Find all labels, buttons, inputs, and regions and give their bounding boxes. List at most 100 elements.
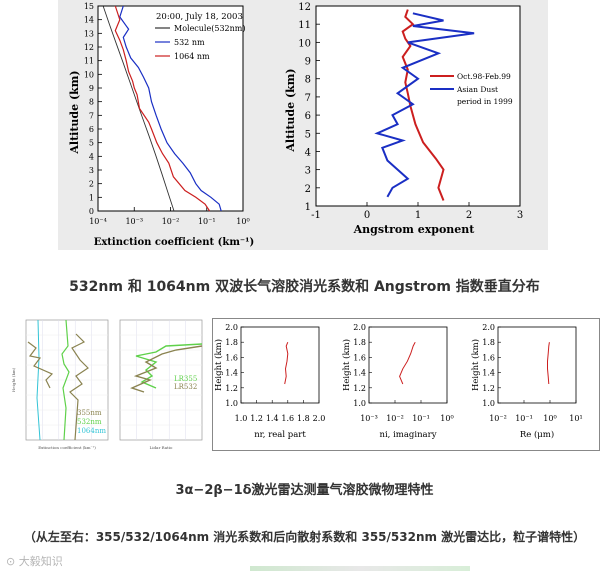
ytick-label: 1.2 <box>482 384 495 393</box>
a-legend-label: 1064 nm <box>174 52 210 61</box>
ytick-label: 1.8 <box>353 338 366 347</box>
bottom-left-svg: 355nm 532nm 1064nm Extinction coefficien… <box>11 319 203 450</box>
panel-xlabel: nr, real part <box>254 430 306 440</box>
a-series-line-1 <box>119 5 222 212</box>
ytick-label: 1.4 <box>482 369 495 378</box>
xtick-label: 10⁻³ <box>360 414 378 423</box>
series-532nm-line <box>61 319 70 441</box>
a-xtick-label: 10⁰ <box>236 217 249 226</box>
series-355nm-line <box>69 333 89 441</box>
legend-lr532: LR532 <box>174 383 197 391</box>
panel-xlabel: Re (μm) <box>520 429 554 440</box>
ytick-label: 1.0 <box>353 399 366 408</box>
a-ytick-label: 7 <box>89 111 94 120</box>
a-ytick-label: 11 <box>84 57 94 66</box>
extinction-chart-xlabel: Extinction coefficient (km⁻¹) <box>94 237 255 248</box>
a-ytick-label: 3 <box>89 166 94 175</box>
xtick-label: 10⁰ <box>440 414 453 423</box>
ytick-label: 1.6 <box>353 353 366 362</box>
a-ytick-label: 1 <box>89 193 94 202</box>
a-xtick-label: 10⁻⁴ <box>89 217 107 226</box>
b-legend-label-cont: period in 1999 <box>457 97 513 106</box>
xtick-label: 10⁻¹ <box>412 414 430 423</box>
cut-off-image-strip <box>250 566 470 571</box>
top-figure: 0 1 2 3 4 5 6 7 8 9 10 11 12 13 14 15 10⁻⁴ 10⁻³ 10⁻² 10⁻¹ 1… <box>58 0 548 250</box>
panel-ylabel: Height (km) <box>213 339 224 391</box>
bottom-left-figure: 355nm 532nm 1064nm Extinction coefficien… <box>6 318 210 454</box>
multiwavelength-extinction-chart: 355nm 532nm 1064nm Extinction coefficien… <box>11 319 109 450</box>
angstrom-chart-xlabel: Angstrom exponent <box>353 223 476 236</box>
watermark-logo: ⊙ 大毅知识 <box>6 553 63 569</box>
watermark-text: 大毅知识 <box>18 555 63 568</box>
a-ytick-label: 13 <box>84 29 94 38</box>
panel-ylabel: Height (km) <box>341 339 352 391</box>
b-legend-label: Asian Dust <box>456 85 498 94</box>
b-ytick-label: 5 <box>305 129 311 140</box>
xtick-label: 1.2 <box>250 414 263 423</box>
particle-profile-line <box>284 342 289 385</box>
a-ytick-label: 4 <box>89 152 94 161</box>
b-ytick-label: 4 <box>305 147 311 158</box>
particle-properties-figure: 1.0 1.2 1.4 1.6 1.8 2.0 1.0 1.2 1.4 1.6 1.8 2.0 nr, … <box>212 318 600 451</box>
ytick-label: 1.2 <box>353 384 366 393</box>
xtick-label: 1.0 <box>235 414 248 423</box>
a-ytick-label: 14 <box>84 16 94 25</box>
b-ytick-label: 12 <box>298 2 311 13</box>
lidar-ratio-chart: LR355 LR532 Lidar Ratio <box>119 319 203 450</box>
a-ytick-label: 12 <box>84 43 94 52</box>
legend-1064nm: 1064nm <box>77 427 106 435</box>
ytick-label: 2.0 <box>482 323 495 332</box>
multiwavelength-ylabel: Height (km) <box>11 367 16 392</box>
series-extra-line <box>27 341 54 389</box>
panel-ylabel: Height (km) <box>470 339 481 391</box>
b-xtick-label: 1 <box>415 210 421 221</box>
b-xtick-label: 2 <box>466 210 472 221</box>
series-1064nm-line <box>36 319 41 441</box>
ytick-label: 1.8 <box>225 338 238 347</box>
a-ytick-label: 0 <box>89 207 94 216</box>
caption-microphysics: 3α−2β−1δ激光雷达测量气溶胶微物理特性 <box>175 483 434 498</box>
a-ytick-label: 5 <box>89 139 94 148</box>
ytick-label: 1.6 <box>482 353 495 362</box>
watermark-icon: ⊙ <box>6 555 16 568</box>
xtick-label: 10¹ <box>569 414 582 423</box>
a-xtick-label: 10⁻² <box>162 217 180 226</box>
b-ytick-label: 8 <box>305 75 311 86</box>
a-series-line-2 <box>114 5 211 212</box>
particle-properties-svg: 1.01.21.41.61.82.01.0 1.2 1.4 1.6 1.8 2.0nr, … <box>213 323 583 440</box>
a-xtick-label: 10⁻³ <box>125 217 143 226</box>
a-ytick-label: 2 <box>89 180 94 189</box>
b-xtick-label: -1 <box>311 210 321 221</box>
xtick-label: 10⁻² <box>489 414 507 423</box>
caption-left-to-right: （从左至右：355/532/1064nm 消光系数和后向散射系数和 355/53… <box>23 530 586 544</box>
b-ytick-label: 10 <box>298 38 311 49</box>
xtick-label: 1.4 <box>266 414 279 423</box>
a-legend-label: 532 nm <box>174 38 205 47</box>
ytick-label: 1.0 <box>482 399 495 408</box>
legend-lr355: LR355 <box>174 375 197 383</box>
xtick-label: 1.8 <box>297 414 310 423</box>
b-ytick-label: 9 <box>305 57 311 68</box>
panel-xlabel: ni, imaginary <box>379 430 436 440</box>
a-ytick-label: 9 <box>89 84 94 93</box>
ytick-label: 2.0 <box>225 323 238 332</box>
caption-extinction-angstrom: 532nm 和 1064nm 双波长气溶胶消光系数和 Angstrom 指数垂直… <box>69 279 540 295</box>
effective-radius-chart: 1.0 1.2 1.4 1.6 1.8 2.0 10⁻² 10⁻¹ 10⁰ 10¹ Re (μm) H… <box>470 323 583 440</box>
panel-frame <box>497 326 577 404</box>
panel-frame <box>240 326 320 404</box>
lidar-ratio-xlabel: Lidar Ratio <box>150 445 173 450</box>
series-lr532-line <box>130 345 203 393</box>
b-ytick-label: 11 <box>298 20 311 31</box>
a-ytick-label: 8 <box>89 98 94 107</box>
xtick-label: 10⁰ <box>543 414 556 423</box>
particle-profile-line <box>399 341 416 385</box>
imaginary-part-chart: 1.0 1.2 1.4 1.6 1.8 2.0 10⁻³ 10⁻² 10⁻¹ 10⁰ ni, ima… <box>341 323 454 440</box>
ytick-label: 1.6 <box>225 353 238 362</box>
legend-355nm: 355nm <box>77 409 102 417</box>
b-ytick-label: 7 <box>305 93 311 104</box>
legend-532nm: 532nm <box>77 418 102 426</box>
a-ytick-label: 15 <box>84 2 94 11</box>
xtick-label: 10⁻¹ <box>515 414 533 423</box>
